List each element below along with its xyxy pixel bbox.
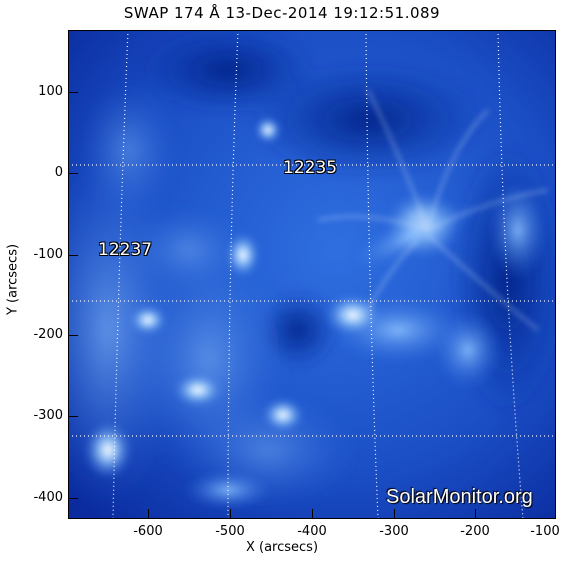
x-tick [230, 509, 231, 519]
x-axis-title: X (arcsecs) [245, 540, 319, 555]
active-region-label: 12237 [98, 240, 153, 260]
x-tick [148, 509, 149, 519]
x-tick [394, 509, 395, 519]
coordinate-grid [68, 30, 556, 519]
y-tick [68, 335, 78, 336]
y-tick-label: -100 [33, 247, 63, 262]
y-tick [68, 92, 78, 93]
y-tick-label: 100 [38, 84, 63, 99]
y-tick [68, 255, 78, 256]
watermark-logo: SolarMonitor.org [386, 486, 533, 508]
y-tick [68, 498, 78, 499]
image-title: SWAP 174 Å 13-Dec-2014 19:12:51.089 [123, 4, 441, 22]
y-tick [68, 173, 78, 174]
x-tick-label: -300 [379, 524, 409, 539]
x-tick-label: -200 [460, 524, 490, 539]
x-tick-label: -500 [215, 524, 245, 539]
x-tick [475, 509, 476, 519]
y-tick-label: -400 [33, 490, 63, 505]
y-tick-label: -300 [33, 408, 63, 423]
y-tick-label: 0 [54, 165, 63, 180]
active-region-label: 12235 [283, 158, 338, 178]
y-axis-title: Y (arcsecs) [5, 243, 21, 316]
x-tick-label: -400 [297, 524, 327, 539]
y-tick-label: -200 [33, 327, 63, 342]
x-tick [312, 509, 313, 519]
solar-image [68, 30, 556, 519]
x-tick-label: -600 [133, 524, 163, 539]
euv-image-render [68, 30, 556, 519]
x-tick-label: -100 [530, 524, 560, 539]
y-tick [68, 416, 78, 417]
